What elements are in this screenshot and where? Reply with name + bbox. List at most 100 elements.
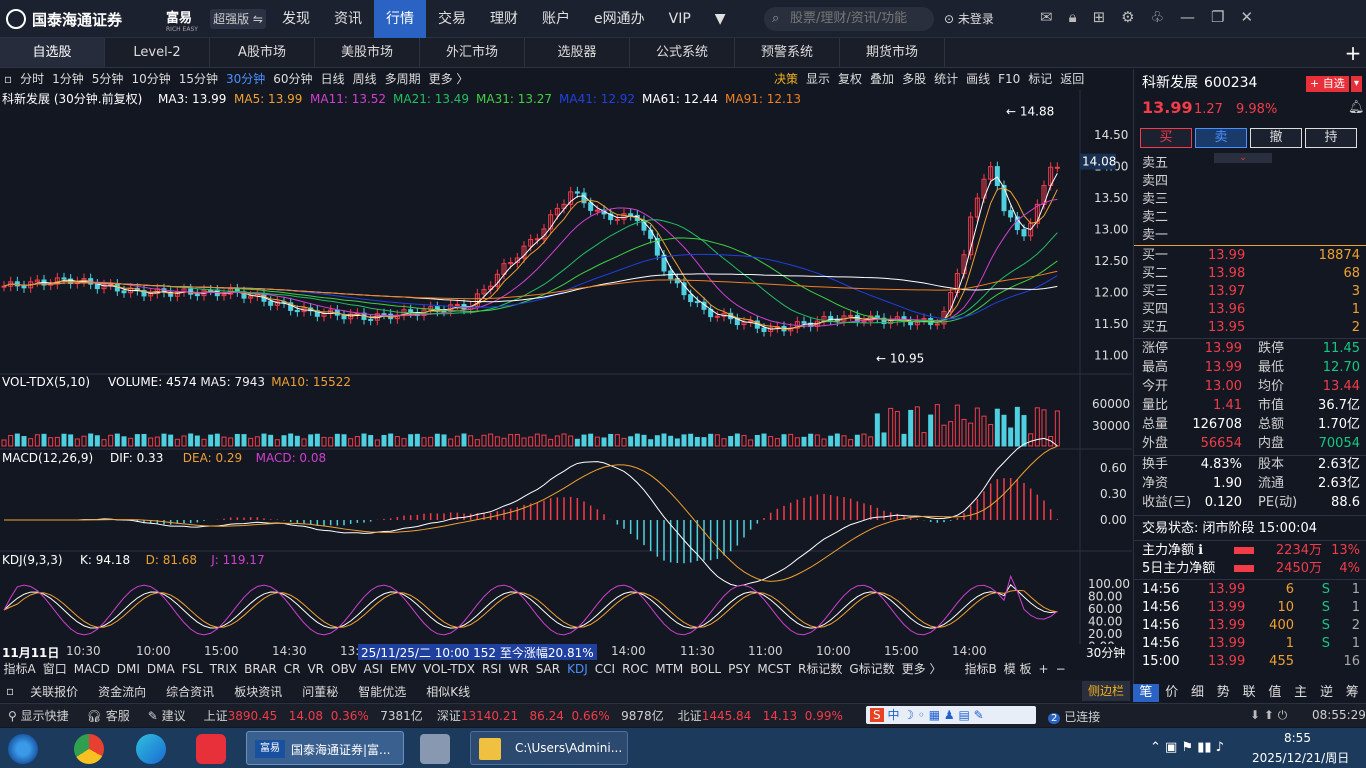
tool-7[interactable]: F10 [998, 72, 1021, 86]
add-watchlist-button[interactable]: + 自选 [1306, 76, 1349, 92]
taskbar-app-explorer[interactable]: C:\Users\Admini... [470, 731, 628, 765]
indicator-20[interactable]: MTM [655, 662, 684, 676]
period-3[interactable]: 10分钟 [131, 72, 171, 86]
add-tab-button[interactable]: + [1344, 41, 1362, 65]
indicator-0[interactable]: 指标A [3, 662, 36, 676]
indicator-27[interactable]: 指标B [964, 662, 997, 676]
quote-tab-8[interactable]: 筹 [1345, 685, 1359, 700]
topnav-item-7[interactable]: VIP [668, 11, 691, 27]
indicator-22[interactable]: PSY [728, 662, 751, 676]
tab-1[interactable]: Level-2 [105, 38, 210, 67]
trade-button-1[interactable]: 卖 [1195, 128, 1247, 148]
period-2[interactable]: 5分钟 [91, 72, 124, 86]
indicator-2[interactable]: MACD [73, 662, 110, 676]
indicator-13[interactable]: VOL-TDX [423, 662, 476, 676]
period-9[interactable]: 多周期 [384, 72, 421, 86]
quote-tab-7[interactable]: 逆 [1319, 685, 1333, 700]
indicator-9[interactable]: VR [307, 662, 325, 676]
app-tool-icon[interactable] [420, 734, 450, 764]
indicator-21[interactable]: BOLL [690, 662, 722, 676]
link-6[interactable]: 相似K线 [426, 684, 471, 699]
link-4[interactable]: 问董秘 [302, 684, 339, 699]
tool-1[interactable]: 显示 [806, 72, 831, 86]
link-2[interactable]: 综合资讯 [166, 684, 215, 699]
link-1[interactable]: 资金流向 [98, 684, 147, 699]
indicator-6[interactable]: TRIX [209, 662, 238, 676]
indicator-29[interactable]: + [1038, 662, 1049, 676]
close-icon[interactable]: ✕ [1240, 8, 1254, 26]
tool-4[interactable]: 多股 [902, 72, 927, 86]
indicator-12[interactable]: EMV [389, 662, 417, 676]
restore-icon[interactable]: ❐ [1211, 8, 1225, 26]
start-icon[interactable] [8, 734, 38, 764]
tool-0[interactable]: 决策 [774, 72, 799, 86]
shirt-icon[interactable]: ♧ [1150, 8, 1165, 26]
indicator-23[interactable]: MCST [757, 662, 791, 676]
login-button[interactable]: ⊙ 未登录 [944, 12, 994, 26]
indicator-4[interactable]: DMA [146, 662, 175, 676]
collapse-icon[interactable]: ⌄ [1214, 153, 1272, 163]
indicator-3[interactable]: DMI [116, 662, 140, 676]
indicator-24[interactable]: R标记数 [798, 662, 843, 676]
quote-tab-4[interactable]: 联 [1242, 685, 1256, 700]
quote-tab-0[interactable]: 笔 [1133, 684, 1159, 702]
bj-index[interactable]: 北证1445.84 14.13 0.99% [678, 707, 843, 724]
dropdown-icon[interactable]: ▾ [1351, 76, 1363, 92]
indicator-5[interactable]: FSL [181, 662, 203, 676]
indicator-1[interactable]: 窗口 [42, 662, 67, 676]
indicator-14[interactable]: RSI [482, 662, 502, 676]
tool-8[interactable]: 标记 [1028, 72, 1053, 86]
topnav-item-5[interactable]: 账户 [542, 11, 570, 27]
topnav-item-1[interactable]: 资讯 [334, 11, 362, 27]
period-1[interactable]: 1分钟 [52, 72, 84, 86]
quote-tab-2[interactable]: 细 [1190, 685, 1204, 700]
ime-bar[interactable]: S 中 ☽ ◦ ▦ ♟ ▤ ✎ [866, 706, 1036, 724]
topnav-item-2[interactable]: 行情 [374, 0, 426, 38]
tool-2[interactable]: 复权 [838, 72, 863, 86]
period-10[interactable]: 更多 〉 [428, 72, 469, 86]
tool-6[interactable]: 画线 [966, 72, 991, 86]
super-edition-button[interactable]: 超强版 ⇋ [210, 9, 266, 29]
shortcut-button[interactable]: ⚲ 显示快捷 [8, 709, 69, 723]
topnav-more-icon[interactable]: ▼ [714, 11, 726, 27]
trade-button-0[interactable]: 买 [1140, 128, 1192, 148]
chrome-icon[interactable] [74, 734, 104, 764]
indicator-19[interactable]: ROC [622, 662, 649, 676]
trade-button-2[interactable]: 撤 [1250, 128, 1302, 148]
sidebar-toggle-button[interactable]: 侧边栏 [1082, 681, 1130, 701]
tab-0[interactable]: 自选股 [0, 38, 105, 67]
gear-icon[interactable]: ⚙ [1121, 8, 1135, 26]
quote-tab-3[interactable]: 势 [1216, 685, 1230, 700]
kline-chart[interactable]: 14.5014.0013.5013.0012.5012.0011.5011.00… [0, 90, 1132, 644]
period-8[interactable]: 周线 [352, 72, 377, 86]
edge-icon[interactable] [136, 734, 166, 764]
indicator-17[interactable]: KDJ [567, 662, 588, 676]
search-input[interactable]: ⌕ 股票/理财/资讯/功能 [764, 7, 934, 31]
topnav-item-3[interactable]: 交易 [438, 11, 466, 27]
period-4[interactable]: 15分钟 [178, 72, 218, 86]
tab-4[interactable]: 外汇市场 [420, 38, 525, 67]
tab-2[interactable]: A股市场 [210, 38, 315, 67]
tab-7[interactable]: 预警系统 [735, 38, 840, 67]
tab-6[interactable]: 公式系统 [630, 38, 735, 67]
taskbar-app-broker[interactable]: 富易 国泰海通证券|富... [246, 731, 404, 765]
link-3[interactable]: 板块资讯 [234, 684, 283, 699]
minimize-icon[interactable]: — [1180, 8, 1196, 26]
link-5[interactable]: 智能优选 [358, 684, 407, 699]
tab-8[interactable]: 期货市场 [840, 38, 945, 67]
indicator-7[interactable]: BRAR [244, 662, 277, 676]
period-5[interactable]: 30分钟 [226, 72, 266, 86]
linkbar-toggle-icon[interactable]: ▫ [6, 684, 15, 698]
indicator-8[interactable]: CR [283, 662, 301, 676]
period-6[interactable]: 60分钟 [273, 72, 313, 86]
grid-icon[interactable]: ⊞ [1092, 8, 1106, 26]
indicator-25[interactable]: G标记数 [849, 662, 895, 676]
period-7[interactable]: 日线 [320, 72, 345, 86]
bell-icon[interactable]: 🔔︎ [1348, 100, 1365, 115]
lock-icon[interactable]: 🔒︎ [1068, 8, 1077, 26]
link-0[interactable]: 关联报价 [30, 684, 79, 699]
panel-toggle-icon[interactable]: ▫ [4, 72, 13, 86]
indicator-18[interactable]: CCI [594, 662, 616, 676]
topnav-item-4[interactable]: 理财 [490, 11, 518, 27]
period-0[interactable]: 分时 [20, 72, 45, 86]
